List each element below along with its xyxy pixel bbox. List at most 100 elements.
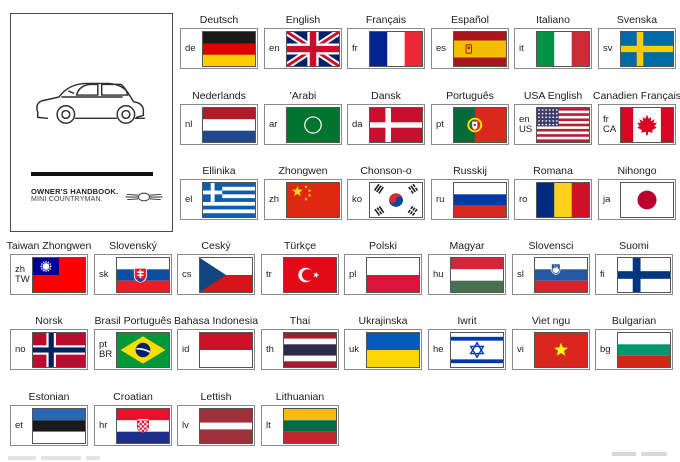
language-option-japan[interactable]: Nihongo ja <box>598 165 676 221</box>
language-label: Canadien Français <box>592 90 680 102</box>
car-outline-icon <box>29 66 155 133</box>
language-box: ro <box>514 179 592 220</box>
language-code: lt <box>266 419 271 431</box>
language-box: fi <box>595 254 673 295</box>
language-box: th <box>261 329 339 370</box>
language-code: en US <box>519 114 533 135</box>
language-code: no <box>15 343 26 355</box>
language-option-slovakia[interactable]: Slovenský sk <box>94 240 172 296</box>
flag-hungary-icon <box>450 256 504 293</box>
flag-netherlands-icon <box>202 106 256 143</box>
cover-divider <box>31 172 153 176</box>
flag-sweden-icon <box>620 30 674 67</box>
language-option-czech[interactable]: Ceský cs <box>177 240 255 296</box>
cover-titles: OWNER'S HANDBOOK. MINI COUNTRYMAN. <box>31 187 118 205</box>
flag-vietnam-icon <box>534 331 588 368</box>
language-option-turkey[interactable]: Türkçe tr <box>261 240 339 296</box>
flag-canada-icon <box>620 106 674 143</box>
language-option-latvia[interactable]: Lettish lv <box>177 391 255 447</box>
language-label: Español <box>451 14 489 26</box>
language-label: Estonian <box>28 391 70 403</box>
language-label: Slovenský <box>109 240 157 252</box>
language-label: Polski <box>368 240 398 252</box>
language-option-portugal[interactable]: Português pt <box>431 90 509 146</box>
flag-south-korea-icon <box>369 181 423 218</box>
language-option-uk[interactable]: English en <box>264 14 342 70</box>
language-label: Nihongo <box>617 165 657 177</box>
language-code: hu <box>433 268 444 280</box>
language-option-bulgaria[interactable]: Bulgarian bg <box>595 315 673 371</box>
language-label: Dansk <box>371 90 401 102</box>
language-code: ro <box>519 193 528 205</box>
language-option-croatia[interactable]: Croatian hr <box>94 391 172 447</box>
flag-brazil-icon <box>116 331 170 368</box>
language-label: Ellinika <box>202 165 236 177</box>
language-box: sl <box>512 254 590 295</box>
language-box: he <box>428 329 506 370</box>
flag-czech-icon <box>199 256 253 293</box>
flag-greece-icon <box>202 181 256 218</box>
language-option-usa[interactable]: USA English en US <box>514 90 592 146</box>
language-option-canada[interactable]: Canadien Français fr CA <box>593 90 680 146</box>
language-box: lv <box>177 405 255 446</box>
language-box: lt <box>261 405 339 446</box>
language-option-norway[interactable]: Norsk no <box>10 315 88 371</box>
language-option-netherlands[interactable]: Nederlands nl <box>180 90 258 146</box>
language-option-south-korea[interactable]: Chonson-o ko <box>347 165 425 221</box>
language-box: zh TW <box>10 254 88 295</box>
language-label: Russkij <box>453 165 487 177</box>
language-option-taiwan[interactable]: Taiwan Zhongwen zh TW <box>7 240 91 296</box>
language-option-lithuania[interactable]: Lithuanian lt <box>261 391 339 447</box>
language-box: ko <box>347 179 425 220</box>
language-option-france[interactable]: Français fr <box>347 14 425 70</box>
language-box: ru <box>431 179 509 220</box>
language-option-china[interactable]: Zhongwen zh <box>264 165 342 221</box>
language-box: es <box>431 28 509 69</box>
language-option-brazil[interactable]: Brasil Português pt BR <box>94 315 172 371</box>
language-option-estonia[interactable]: Estonian et <box>10 391 88 447</box>
language-option-italy[interactable]: Italiano it <box>514 14 592 70</box>
language-option-greece[interactable]: Ellinika el <box>180 165 258 221</box>
language-option-spain[interactable]: Español es <box>431 14 509 70</box>
language-label: Lithuanian <box>275 391 325 403</box>
flag-spain-icon <box>453 30 507 67</box>
language-option-slovenia[interactable]: Slovensci sl <box>512 240 590 296</box>
flag-bulgaria-icon <box>617 331 671 368</box>
language-code: bg <box>600 343 611 355</box>
flag-latvia-icon <box>199 407 253 444</box>
language-option-hungary[interactable]: Magyar hu <box>428 240 506 296</box>
language-label: Viet ngu <box>531 315 571 327</box>
language-box: sv <box>598 28 676 69</box>
language-box: pt <box>431 104 509 145</box>
language-option-indonesia[interactable]: Bahasa Indonesia id <box>174 315 258 371</box>
language-option-romania[interactable]: Romana ro <box>514 165 592 221</box>
language-option-sweden[interactable]: Svenska sv <box>598 14 676 70</box>
language-option-russia[interactable]: Russkij ru <box>431 165 509 221</box>
language-box: pl <box>344 254 422 295</box>
language-code: et <box>15 419 23 431</box>
language-code: ru <box>436 193 445 205</box>
language-option-ukraine[interactable]: Ukrajinska uk <box>344 315 422 371</box>
language-code: fi <box>600 268 605 280</box>
language-box: sk <box>94 254 172 295</box>
language-option-arab-league[interactable]: 'Arabi ar <box>264 90 342 146</box>
language-code: lv <box>182 419 189 431</box>
handbook-cover: OWNER'S HANDBOOK. MINI COUNTRYMAN. <box>10 13 173 232</box>
language-option-israel[interactable]: Iwrit he <box>428 315 506 371</box>
language-option-vietnam[interactable]: Viet ngu vi <box>512 315 590 371</box>
language-label: Zhongwen <box>278 165 328 177</box>
language-option-thailand[interactable]: Thai th <box>261 315 339 371</box>
language-code: vi <box>517 343 524 355</box>
language-code: hr <box>99 419 108 431</box>
language-label: Taiwan Zhongwen <box>6 240 92 252</box>
language-label: Croatian <box>113 391 153 403</box>
language-option-finland[interactable]: Suomi fi <box>595 240 673 296</box>
flag-finland-icon <box>617 256 671 293</box>
language-code: fr CA <box>603 114 617 135</box>
flag-uk-icon <box>286 30 340 67</box>
language-option-poland[interactable]: Polski pl <box>344 240 422 296</box>
language-option-denmark[interactable]: Dansk da <box>347 90 425 146</box>
flag-arab-league-icon <box>286 106 340 143</box>
language-option-germany[interactable]: Deutsch de <box>180 14 258 70</box>
